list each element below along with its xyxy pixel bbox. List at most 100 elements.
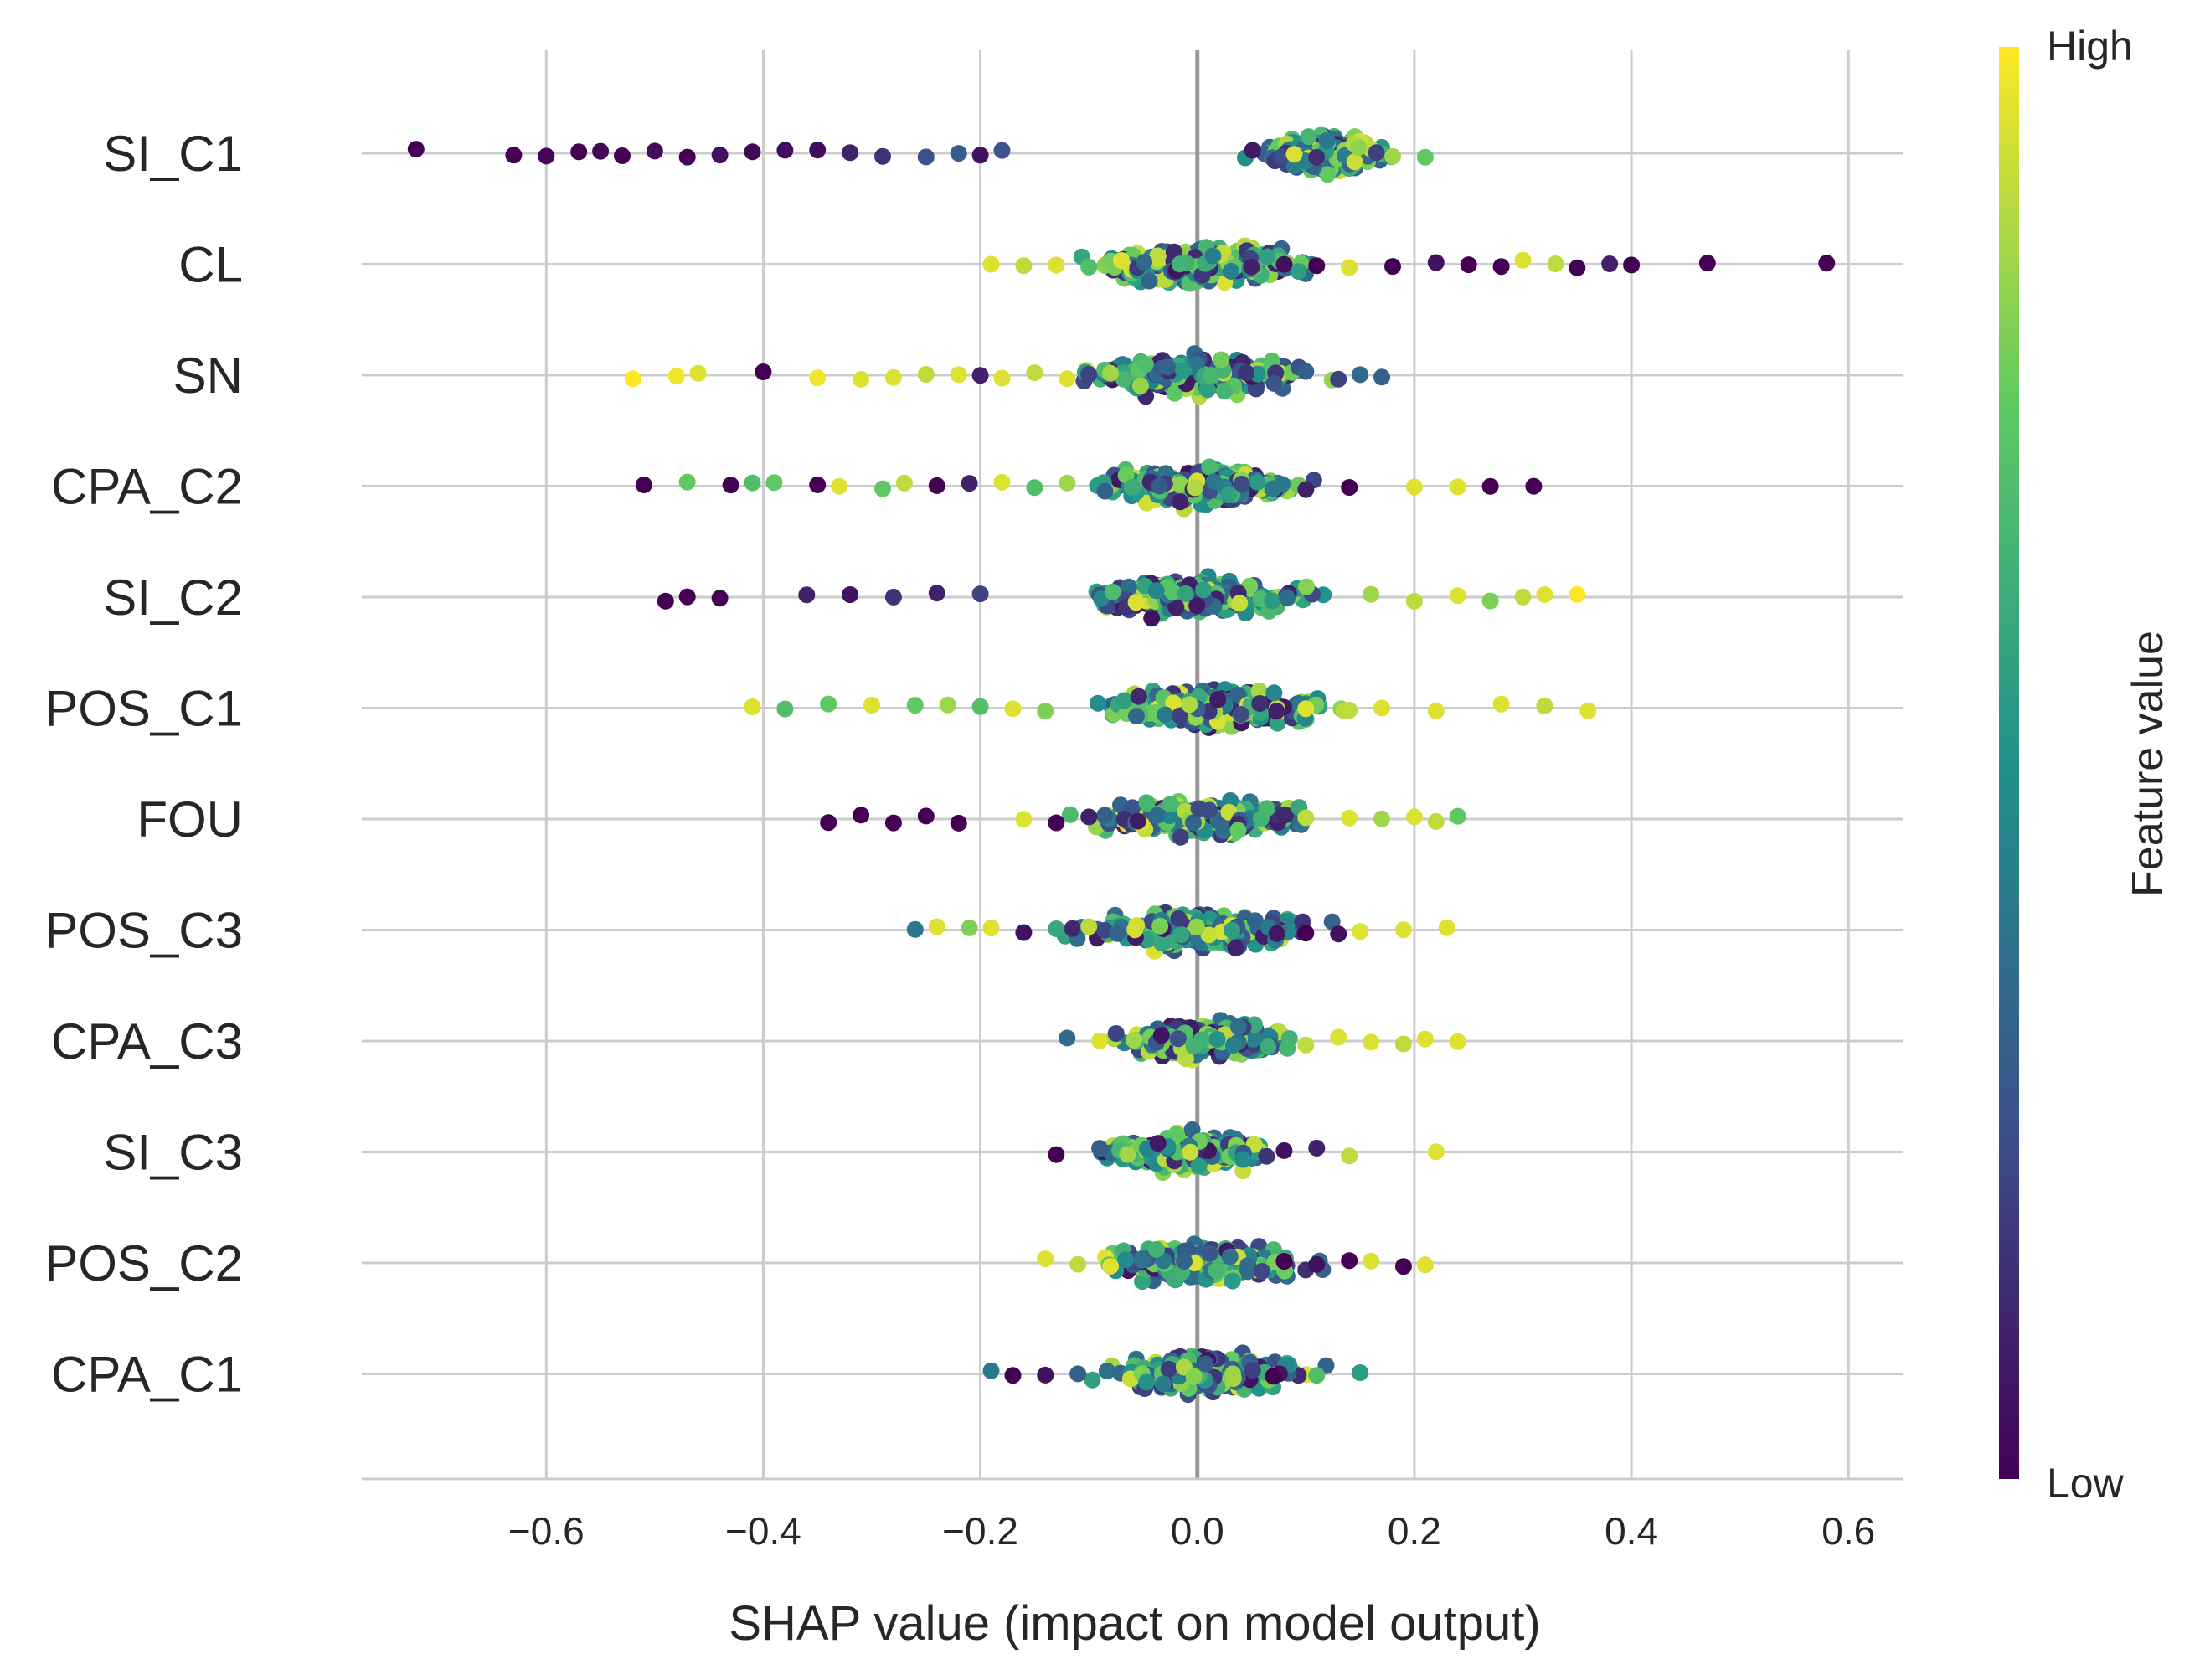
shap-point [1250,682,1268,699]
shap-point [1253,1263,1270,1280]
shap-point [1265,374,1283,392]
shap-point [1167,1126,1185,1143]
shap-point [570,143,588,161]
shap-point [917,148,935,166]
shap-point [1224,1272,1241,1290]
feature-label: SI_C3 [103,1125,243,1181]
shap-point [1127,594,1145,611]
shap-point [1201,458,1218,476]
shap-point [1190,800,1208,817]
shap-point [1188,356,1205,374]
shap-point [1449,1033,1466,1050]
colorbar-gradient [1999,47,2019,1479]
shap-point [1080,258,1098,276]
feature-label: POS_C3 [44,903,243,959]
shap-point [950,814,967,832]
shap-point [1308,1139,1326,1157]
shap-point [407,141,425,158]
shap-point [1481,592,1499,610]
shap-point [1449,807,1466,825]
shap-point [1190,1157,1208,1175]
shap-point [1149,247,1167,265]
x-axis: −0.6 −0.4 −0.2 0.0 0.2 0.4 0.6 [362,1477,1903,1553]
shap-point [1569,585,1586,603]
shap-point [1184,814,1202,832]
shap-point [1239,1257,1257,1274]
shap-point [853,807,870,824]
feature-points-group [635,458,1543,518]
shap-point [1384,258,1401,276]
shap-point [1172,828,1189,846]
shap-point [1341,809,1358,827]
shap-point [1352,366,1369,384]
shap-point [1268,703,1285,720]
shap-point [1113,252,1130,269]
shap-point [1227,940,1244,957]
shap-point [1330,370,1347,388]
shap-point [1102,364,1120,382]
shap-point [1209,691,1227,709]
shap-point [971,585,989,603]
shap-point [1373,368,1390,386]
shap-point [1138,795,1156,812]
shap-point [1243,258,1260,276]
shap-point [971,698,989,715]
shap-point [1177,585,1194,602]
shap-point [1368,144,1385,162]
shap-point [1579,702,1597,719]
shap-point [1169,1030,1187,1048]
shap-point [1818,255,1836,272]
shap-point [1265,480,1282,497]
shap-point [939,696,956,714]
shap-point [1059,1029,1076,1047]
shap-point [884,588,902,606]
feature-label: SI_C2 [103,569,243,626]
shap-point [820,695,837,713]
shap-point [1460,256,1477,274]
shap-point [1276,807,1294,824]
shap-point [1279,590,1296,607]
shap-point [1234,1151,1252,1168]
shap-point [1481,477,1499,495]
shap-point [1427,812,1445,830]
shap-point [722,477,739,494]
shap-point [950,145,967,162]
shap-point [809,369,827,387]
shap-point [950,366,967,384]
shap-point [895,474,913,492]
shap-point [831,477,848,495]
shap-point [1416,148,1434,166]
shap-point [1208,1262,1225,1279]
shap-point [1115,692,1133,709]
x-tick-label: −0.2 [942,1509,1018,1553]
shap-point [809,142,827,159]
shap-point [1350,139,1368,156]
feature-points-group [982,237,1836,292]
shap-point [1298,578,1315,595]
shap-point [1004,1367,1022,1384]
shap-point [1297,1036,1315,1054]
shap-point [928,477,945,494]
shap-point [1260,1038,1277,1055]
shap-point [1204,247,1222,265]
colorbar: High Low Feature value [1999,23,2172,1507]
shap-point [1048,256,1065,274]
colorbar-low-label: Low [2047,1460,2125,1507]
x-tick-label: 0.2 [1388,1509,1441,1553]
shap-point [1427,703,1445,719]
shap-point [1048,814,1065,832]
shap-point [1026,479,1043,497]
shap-point [1536,698,1553,714]
shap-point [1061,806,1079,823]
shap-point [1037,1250,1054,1268]
shap-point [1405,808,1423,826]
shap-point [1185,1368,1203,1385]
feature-points-group [657,568,1586,627]
shap-point [1064,920,1081,937]
shap-point [1201,1245,1218,1262]
shap-point [1221,1248,1239,1265]
shap-point [1449,587,1466,605]
shap-point [1251,695,1269,712]
shap-point [678,588,696,606]
